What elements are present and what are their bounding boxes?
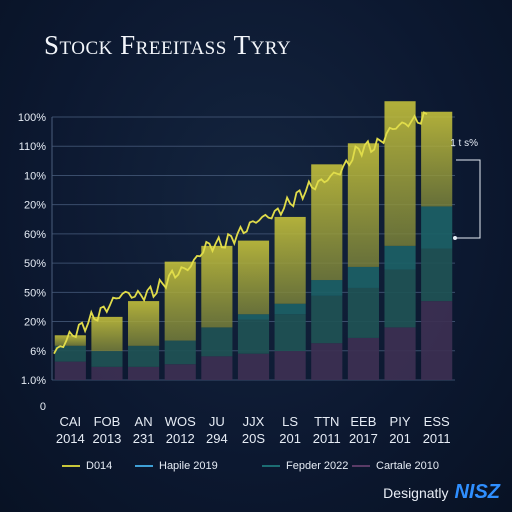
bar-segment-bottom	[311, 343, 343, 380]
bar-segment-top	[91, 316, 123, 352]
y-tick-label: 20%	[24, 200, 46, 212]
x-tick-label: LS	[282, 414, 298, 429]
bar-segment-bottom	[384, 327, 416, 380]
x-tick-label: PIY	[390, 414, 411, 429]
bar-segment-bottom	[421, 301, 453, 380]
bar-segment-top	[347, 143, 379, 267]
x-tick-sublabel: 20S	[242, 431, 265, 446]
chart-title: Stock Freeitass Tyry	[44, 30, 292, 60]
annotation-dot	[453, 236, 457, 240]
bar-segment-bottom	[274, 351, 306, 380]
brand-logo: NISZ	[454, 481, 500, 503]
x-tick-sublabel: 201	[389, 431, 411, 446]
y-tick-label: 110%	[19, 141, 47, 153]
bar-segment-middle	[274, 314, 306, 352]
x-tick-sublabel: 2017	[349, 431, 378, 446]
bar-segment-middle	[164, 340, 196, 365]
y-tick-label: 50%	[24, 287, 46, 299]
bar-segment-bottom	[54, 361, 86, 380]
x-tick-sublabel: 2011	[423, 431, 451, 446]
bar-segment-middle	[311, 295, 343, 344]
y-tick-label: 50%	[24, 258, 46, 270]
bar-segment-top	[274, 216, 306, 304]
x-tick-sublabel: 2011	[313, 431, 341, 446]
legend-label: Cartale 2010	[376, 460, 439, 472]
bar-segment-middle	[421, 248, 453, 302]
bar-segment-middle	[384, 269, 416, 328]
bar-segment-top	[54, 335, 86, 346]
legend-label: Fepder 2022	[286, 460, 348, 472]
legend-label: D014	[86, 460, 112, 472]
bar-segment-top	[237, 240, 270, 315]
legend-label: Hapile 2019	[159, 460, 218, 472]
x-tick-label: ESS	[424, 414, 450, 429]
y-tick-label: 6%	[30, 346, 46, 358]
price-line	[53, 111, 428, 355]
y-tick-label: 0	[40, 401, 46, 413]
x-tick-label: JJX	[243, 414, 265, 429]
y-tick-label: 100%	[18, 112, 46, 124]
bar-segment-teal	[347, 266, 379, 288]
bar-segment-middle	[54, 345, 86, 362]
annotation-label: 1 t s%	[450, 138, 478, 149]
bar-segment-middle	[91, 351, 123, 367]
y-tick-label: 1.0%	[21, 375, 46, 387]
x-tick-sublabel: 2014	[56, 431, 85, 446]
x-tick-label: AN	[135, 414, 153, 429]
x-tick-sublabel: 201	[279, 431, 301, 446]
bar-segment-teal	[421, 206, 453, 249]
bar-segment-bottom	[164, 364, 196, 380]
bar-segment-teal	[311, 280, 343, 296]
x-tick-label: WOS	[165, 414, 196, 429]
bar-segment-teal	[384, 245, 416, 270]
bar-segment-top	[421, 111, 453, 207]
bars-group	[54, 101, 453, 380]
x-tick-sublabel: 294	[206, 431, 228, 446]
bar-segment-top	[201, 245, 233, 328]
bar-segment-middle	[237, 319, 270, 354]
x-tick-label: TTN	[314, 414, 339, 429]
brand-text: Designatly	[383, 485, 449, 501]
bar-segment-bottom	[128, 366, 160, 380]
legend: D014 Hapile 2019 Fepder 2022 Cartale 2010	[62, 460, 439, 472]
price-line-group	[53, 111, 428, 355]
x-tick-sublabel: 2013	[92, 431, 121, 446]
x-tick-label: CAI	[59, 414, 81, 429]
x-tick-label: JU	[209, 414, 225, 429]
bar-segment-middle	[201, 327, 233, 357]
x-tick-label: EEB	[350, 414, 376, 429]
bar-segment-teal	[237, 314, 270, 320]
bar-segment-middle	[128, 345, 160, 367]
bar-segment-bottom	[237, 353, 270, 380]
y-tick-label: 20%	[24, 317, 46, 329]
bar-segment-middle	[347, 287, 379, 338]
x-tick-label: FOB	[94, 414, 121, 429]
x-axis: CAI 2014 FOB 2013 AN 231 WOS 2012 JU 294 JJX 20S LS 2…	[56, 414, 451, 446]
bar-segment-bottom	[347, 337, 379, 380]
x-tick-sublabel: 2012	[166, 431, 195, 446]
bar-segment-top	[128, 301, 160, 346]
x-tick-sublabel: 231	[133, 431, 155, 446]
y-tick-label: 60%	[24, 229, 46, 241]
y-axis: 100% 110% 10% 20% 60% 50% 50% 20% 6% 1.0% 0	[18, 112, 46, 413]
annotation-group: 1 t s%	[450, 138, 481, 240]
bar-segment-bottom	[91, 366, 123, 380]
brand-watermark: Designatly NISZ	[383, 481, 500, 504]
annotation-bracket	[455, 159, 481, 239]
bar-segment-bottom	[201, 356, 233, 380]
bar-segment-teal	[274, 303, 306, 315]
y-tick-label: 10%	[24, 170, 46, 182]
